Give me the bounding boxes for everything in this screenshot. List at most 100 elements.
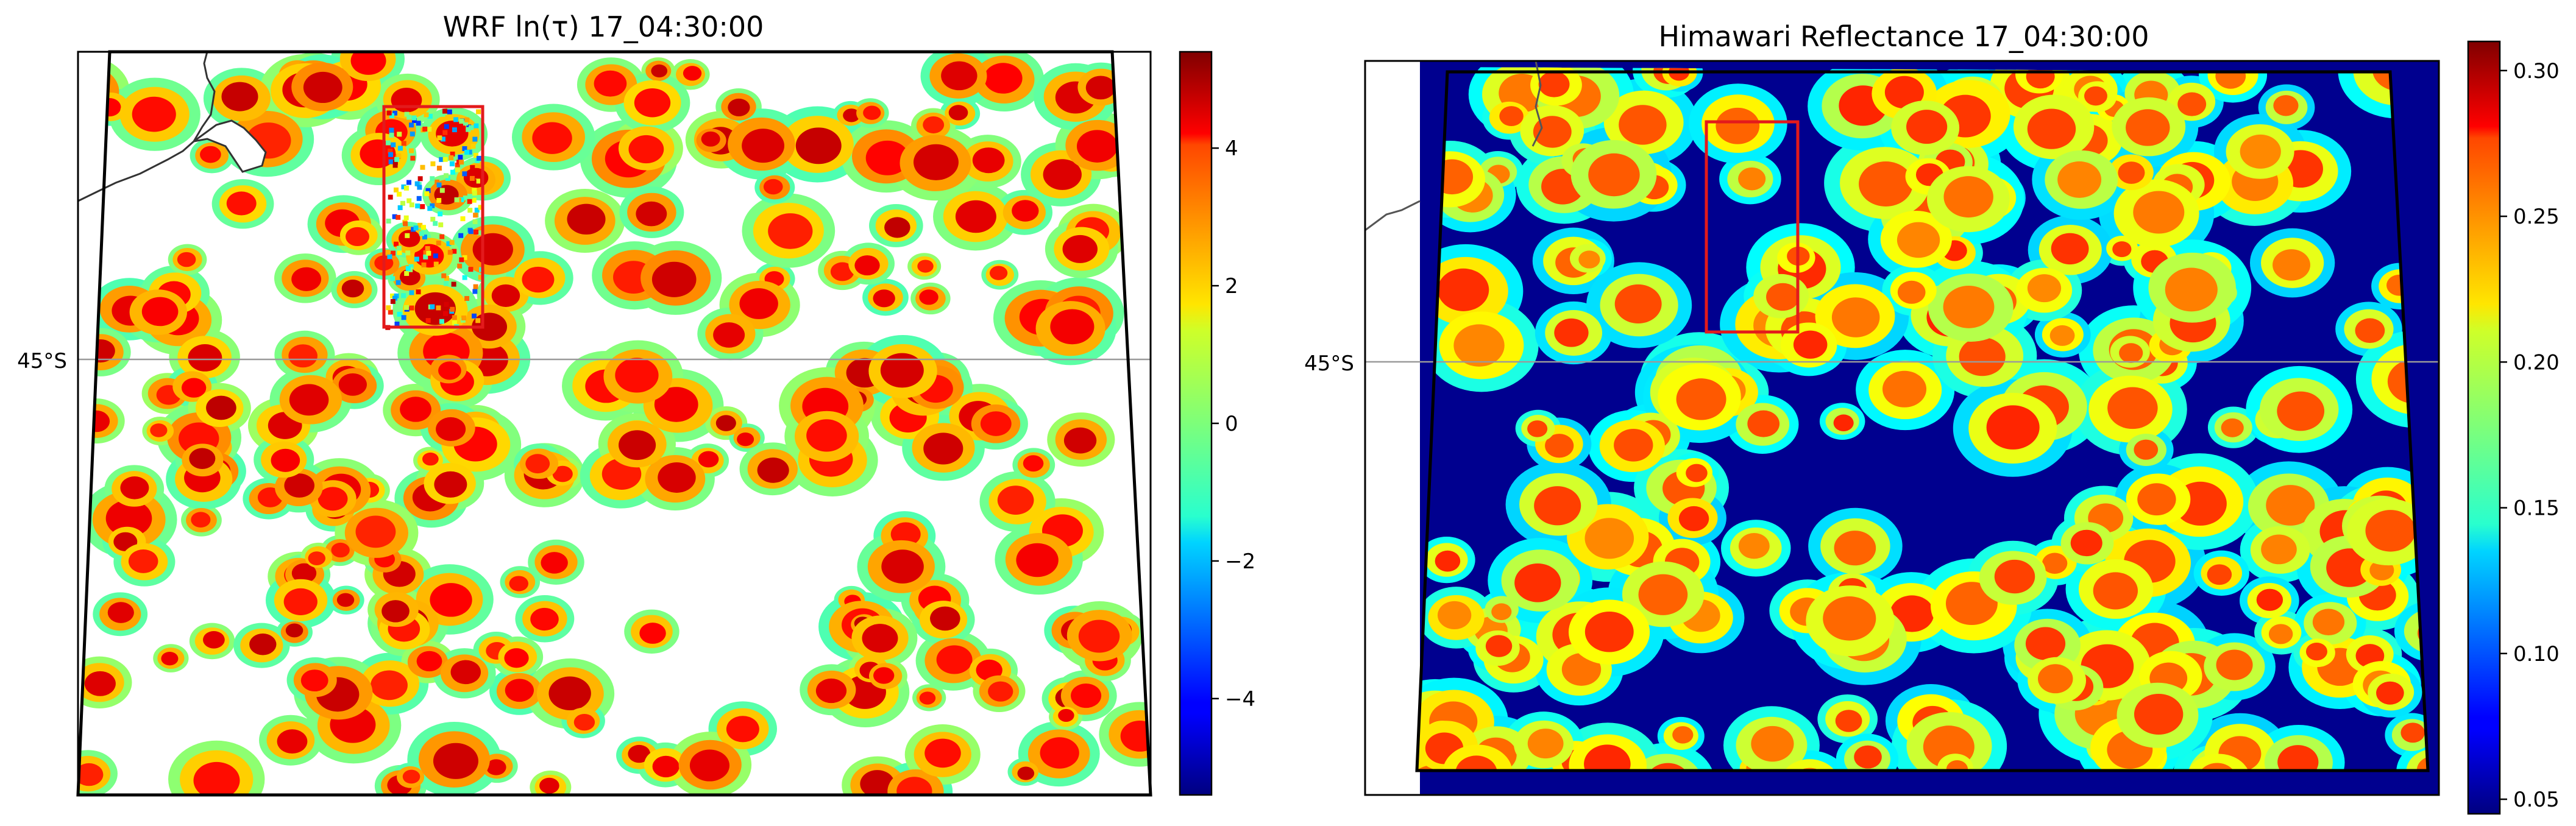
- wrf-cloud-core: [884, 217, 910, 238]
- wrf-speckle: [437, 135, 442, 141]
- wrf-speckle: [433, 253, 438, 259]
- wrf-speckle: [463, 121, 468, 126]
- wrf-cloud-core: [860, 770, 895, 795]
- wrf-speckle: [420, 204, 425, 210]
- himawari-cloud-core: [1897, 280, 1926, 304]
- himawari-cloud-core: [2273, 249, 2310, 281]
- himawari-cloud-core: [2134, 694, 2184, 735]
- himawari-cloud-core: [2118, 161, 2145, 184]
- wrf-cloud-core: [1050, 309, 1095, 345]
- himawari-cloud-core: [2070, 529, 2102, 557]
- wrf-speckle: [389, 293, 395, 298]
- himawari-cloud-core: [1561, 653, 1602, 686]
- himawari-highlight-box: [1705, 120, 1800, 334]
- wrf-cloud-core: [873, 667, 895, 684]
- wrf-cloud-core: [919, 691, 936, 705]
- wrf-cloud-core: [509, 576, 528, 591]
- himawari-cloud-core: [2221, 418, 2244, 437]
- himawari-cloud-core: [2326, 548, 2373, 587]
- wrf-speckle: [440, 111, 445, 117]
- himawari-cloud-core: [2177, 92, 2207, 116]
- wrf-speckle: [417, 185, 422, 190]
- himawari-panel: Himawari Reflectance 17_04:30:00 45°S 0.…: [1304, 20, 2560, 815]
- wrf-cloud-core: [177, 252, 196, 267]
- wrf-speckle: [467, 194, 473, 199]
- wrf-speckle: [415, 203, 420, 209]
- wrf-speckle: [422, 126, 428, 132]
- wrf-cloud-core: [936, 645, 973, 674]
- wrf-speckle: [472, 289, 478, 294]
- wrf-cloud-core: [532, 122, 572, 154]
- wrf-cloud-core: [880, 353, 924, 388]
- wrf-cloud-core: [491, 284, 520, 307]
- himawari-cloud-core: [1834, 531, 1876, 566]
- wrf-cloud-core: [917, 259, 934, 273]
- wrf-speckle: [436, 198, 442, 203]
- himawari-cloud-core: [2038, 664, 2073, 694]
- wrf-speckle: [447, 250, 453, 255]
- himawari-colorbar-ticks: 0.30 0.25 0.20 0.15 0.10 0.05: [2500, 59, 2560, 812]
- himawari-cloud-core: [1716, 107, 1760, 144]
- wrf-speckle: [413, 225, 419, 231]
- himawari-cloud-core: [1906, 110, 1948, 144]
- wrf-speckle: [435, 179, 440, 185]
- himawari-cloud-core: [2305, 643, 2327, 661]
- wrf-cloud-core: [486, 759, 506, 775]
- wrf-colorbar-tick-label: −4: [1225, 687, 1255, 711]
- wrf-speckle: [472, 219, 478, 224]
- wrf-colorbar: 4 2 0 −2 −4: [1179, 51, 1255, 796]
- wrf-speckle: [425, 245, 430, 251]
- wrf-speckle: [426, 250, 431, 256]
- wrf-speckle: [439, 188, 445, 193]
- wrf-speckle: [425, 188, 431, 193]
- wrf-cloud-core: [226, 191, 257, 216]
- himawari-cloud-core: [1584, 518, 1634, 559]
- himawari-cloud-core: [1766, 283, 1800, 311]
- wrf-cloud-core: [890, 522, 921, 546]
- wrf-speckle: [392, 160, 398, 165]
- wrf-cloud-core: [628, 744, 651, 763]
- wrf-colorbar-tick-label: 0: [1225, 412, 1238, 436]
- wrf-cloud-core: [913, 144, 959, 180]
- wrf-speckle: [420, 225, 426, 230]
- wrf-speckle: [397, 205, 403, 210]
- wrf-cloud-core: [463, 168, 489, 188]
- himawari-lat-label: 45°S: [1304, 351, 1354, 376]
- himawari-cloud: [2406, 749, 2428, 771]
- wrf-cloud-core: [739, 288, 778, 319]
- wrf-speckle: [459, 257, 464, 263]
- wrf-cloud-core: [941, 61, 978, 91]
- wrf-speckle: [476, 109, 481, 115]
- wrf-speckle: [436, 305, 441, 311]
- wrf-cloud-core: [652, 755, 679, 778]
- wrf-cloud-core: [683, 66, 702, 81]
- wrf-cloud-core: [360, 139, 396, 169]
- wrf-cloud-core: [1063, 427, 1097, 454]
- wrf-cloud-core: [701, 131, 720, 147]
- himawari-colorbar-tick-label: 0.10: [2513, 642, 2560, 666]
- wrf-cloud-core: [1085, 76, 1116, 100]
- wrf-speckle: [401, 184, 406, 189]
- wrf-speckle: [445, 175, 450, 181]
- himawari-colorbar: 0.30 0.25 0.20 0.15 0.10 0.05: [2467, 40, 2560, 815]
- wrf-cloud-core: [391, 87, 422, 113]
- wrf-speckle: [440, 136, 445, 142]
- wrf-cloud-core: [400, 397, 431, 422]
- himawari-cloud-core: [1672, 726, 1694, 744]
- himawari-cloud-core: [2273, 95, 2299, 116]
- wrf-speckle: [409, 148, 414, 154]
- wrf-speckle: [389, 132, 394, 138]
- wrf-cloud-core: [285, 623, 303, 638]
- wrf-cloud-core: [830, 262, 854, 281]
- wrf-cloud-core: [552, 465, 573, 482]
- wrf-speckle: [450, 169, 456, 175]
- himawari-cloud-core: [1584, 611, 1634, 652]
- wrf-speckle: [411, 115, 417, 121]
- wrf-speckle: [449, 155, 454, 160]
- wrf-speckle: [464, 117, 470, 122]
- wrf-cloud-core: [346, 227, 369, 247]
- himawari-cloud-core: [1882, 370, 1927, 408]
- wrf-cloud-core: [628, 135, 664, 164]
- wrf-cloud-core: [191, 512, 211, 528]
- himawari-colorbar-tick-label: 0.30: [2513, 59, 2560, 83]
